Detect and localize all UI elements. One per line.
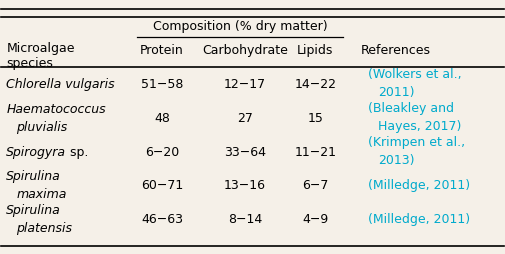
Text: Carbohydrate: Carbohydrate	[202, 44, 288, 57]
Text: 14−22: 14−22	[294, 78, 336, 91]
Text: pluvialis: pluvialis	[17, 121, 68, 133]
Text: (Bleakley and: (Bleakley and	[368, 102, 454, 115]
Text: maxima: maxima	[17, 187, 67, 200]
Text: species: species	[7, 56, 54, 69]
Text: Spirulina: Spirulina	[7, 203, 61, 216]
Text: 48: 48	[154, 112, 170, 125]
Text: Spirulina: Spirulina	[7, 169, 61, 182]
Text: Hayes, 2017): Hayes, 2017)	[378, 119, 462, 132]
Text: (Milledge, 2011): (Milledge, 2011)	[368, 212, 470, 225]
Text: 33−64: 33−64	[224, 146, 266, 158]
Text: (Milledge, 2011): (Milledge, 2011)	[368, 178, 470, 191]
Text: 6−20: 6−20	[145, 146, 179, 158]
Text: Protein: Protein	[140, 44, 184, 57]
Text: 2011): 2011)	[378, 85, 415, 98]
Text: 2013): 2013)	[378, 153, 415, 166]
Text: Composition (% dry matter): Composition (% dry matter)	[153, 20, 327, 33]
Text: 27: 27	[237, 112, 253, 125]
Text: Spirogyra: Spirogyra	[7, 146, 67, 158]
Text: Microalgae: Microalgae	[7, 41, 75, 54]
Text: 4−9: 4−9	[302, 212, 328, 225]
Text: (Krimpen et al.,: (Krimpen et al.,	[368, 136, 465, 149]
Text: 13−16: 13−16	[224, 178, 266, 191]
Text: (Wolkers et al.,: (Wolkers et al.,	[368, 68, 462, 81]
Text: 51−58: 51−58	[141, 78, 183, 91]
Text: Chlorella vulgaris: Chlorella vulgaris	[7, 78, 115, 91]
Text: 60−71: 60−71	[141, 178, 183, 191]
Text: 11−21: 11−21	[294, 146, 336, 158]
Text: platensis: platensis	[17, 221, 72, 234]
Text: 15: 15	[308, 112, 323, 125]
Text: sp.: sp.	[66, 146, 88, 158]
Text: 12−17: 12−17	[224, 78, 266, 91]
Text: 6−7: 6−7	[302, 178, 328, 191]
Text: 8−14: 8−14	[228, 212, 262, 225]
Text: References: References	[361, 44, 431, 57]
Text: 46−63: 46−63	[141, 212, 183, 225]
Text: Haematococcus: Haematococcus	[7, 103, 106, 116]
Text: Lipids: Lipids	[297, 44, 333, 57]
